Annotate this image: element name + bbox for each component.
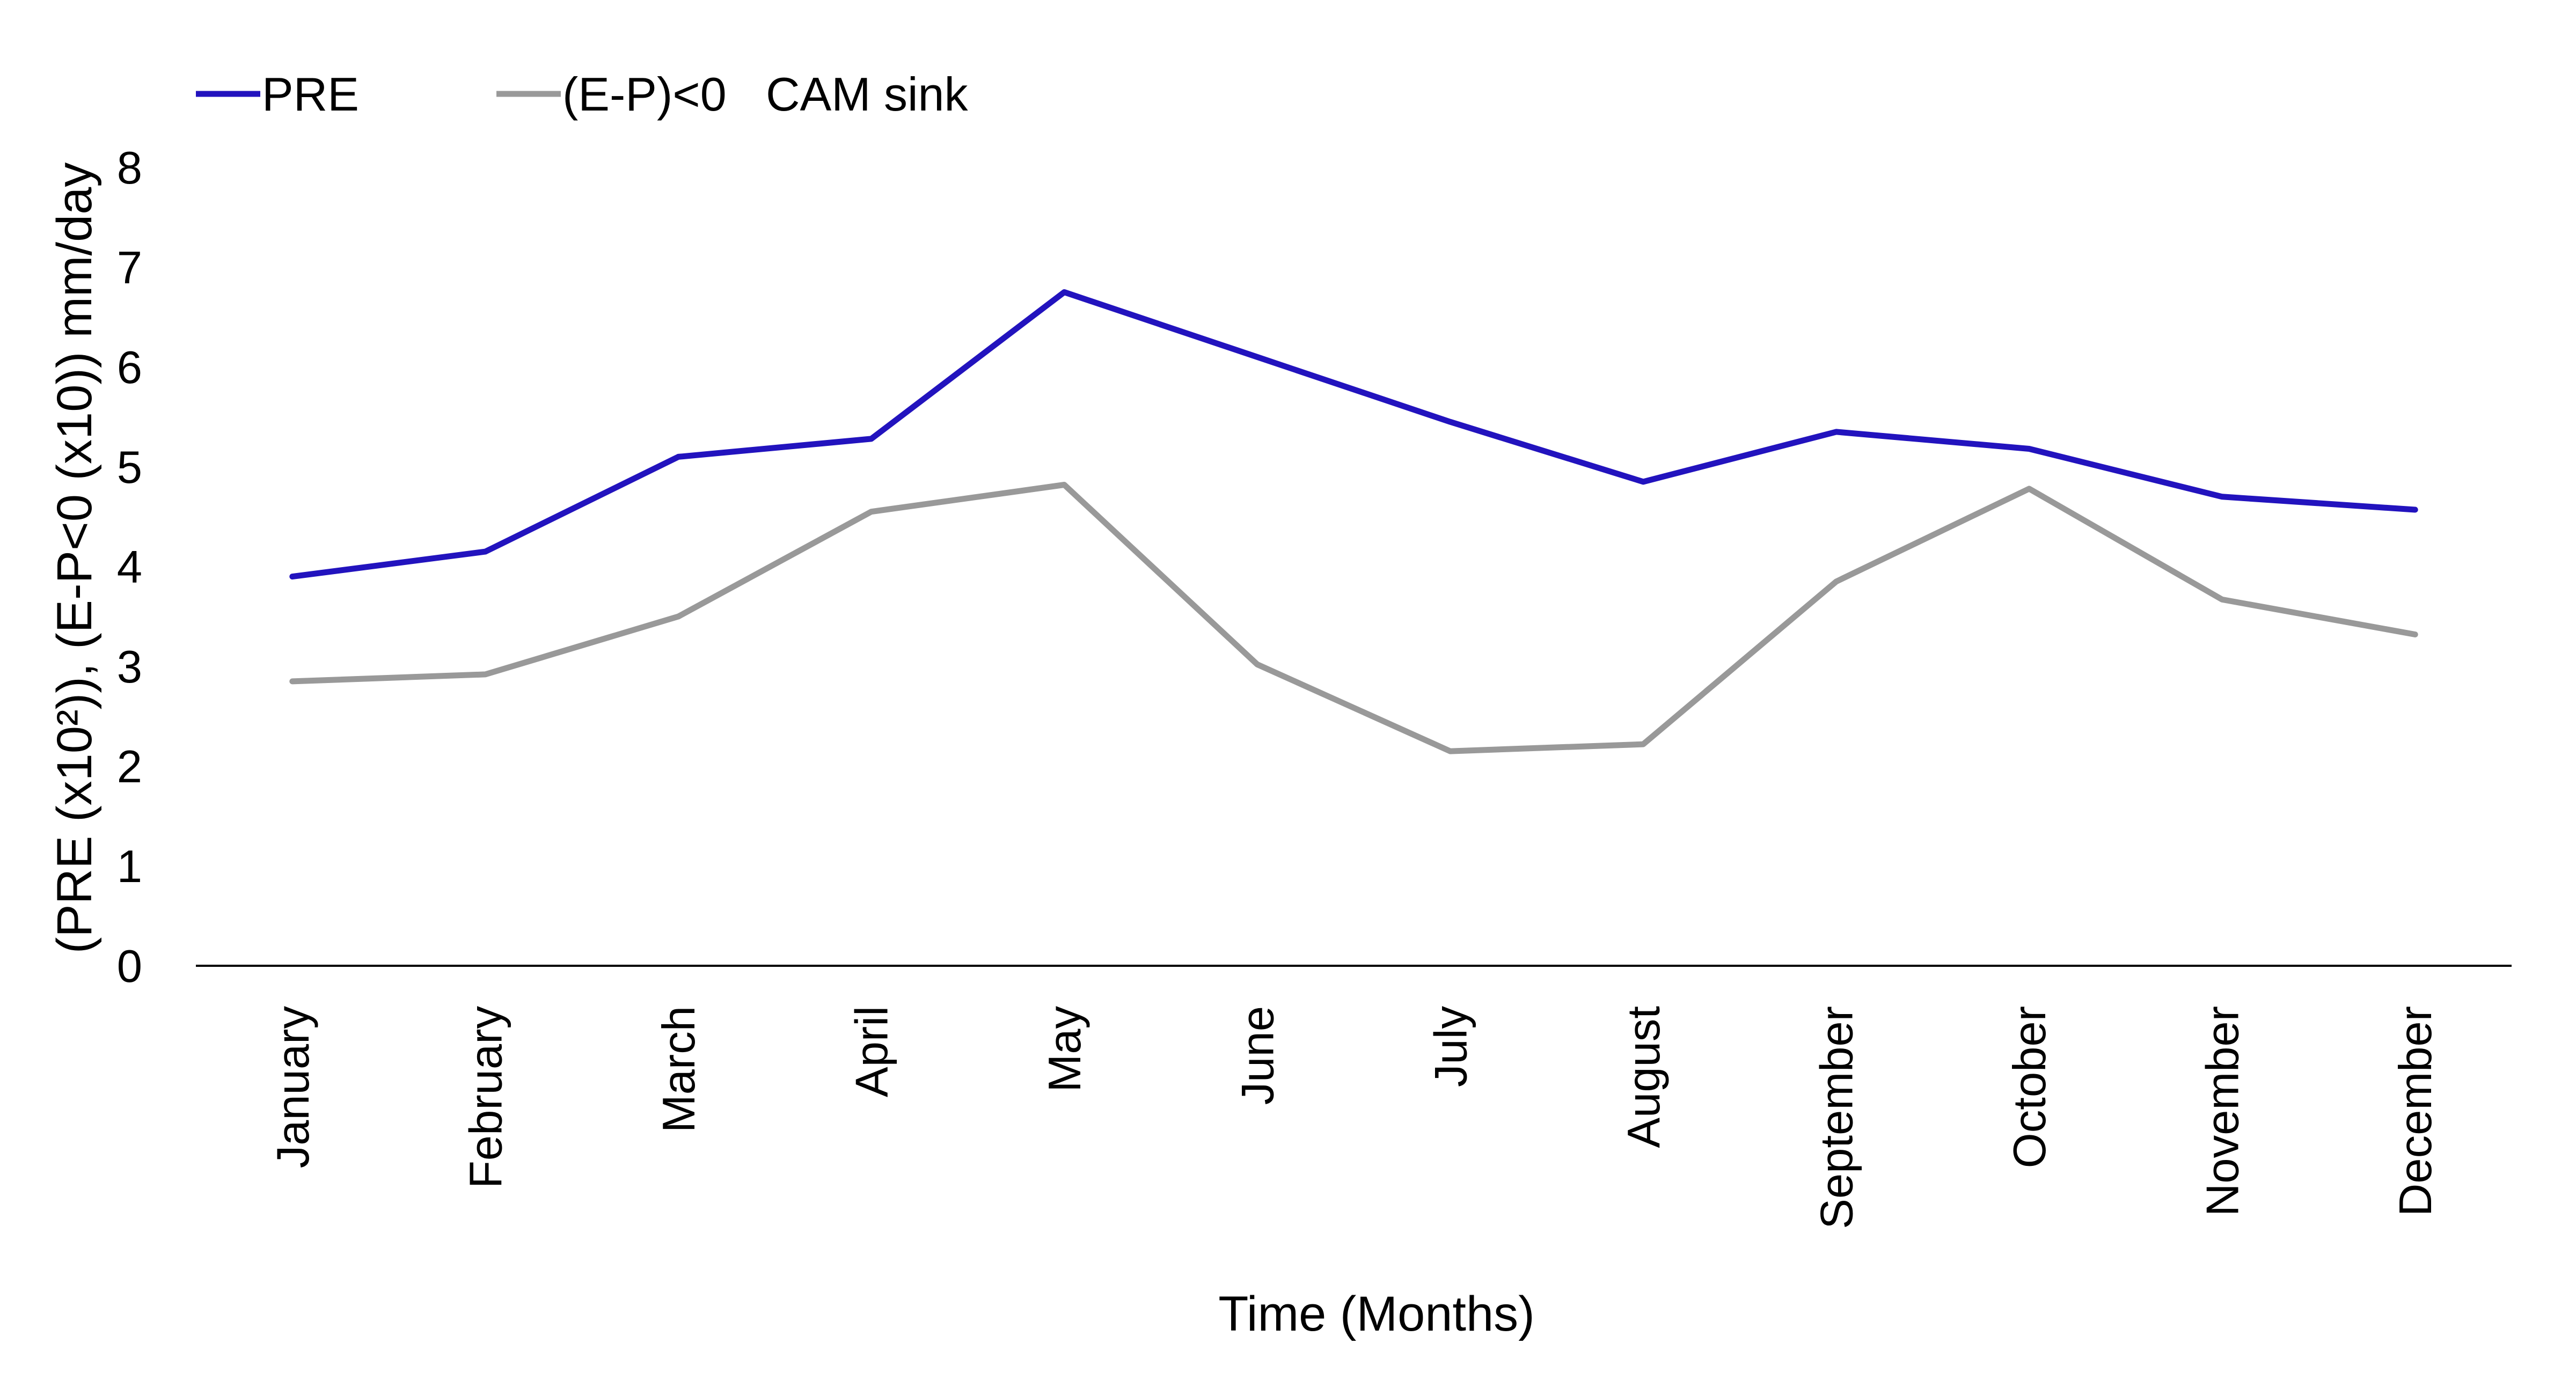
x-tick-label: December (2390, 1006, 2441, 1216)
y-tick-label: 7 (117, 243, 142, 293)
x-tick-label: March (654, 1006, 705, 1133)
x-tick-label: June (1233, 1006, 1284, 1105)
x-tick-label: January (268, 1006, 319, 1169)
x-tick-label: October (2004, 1006, 2055, 1168)
y-tick-label: 1 (117, 841, 142, 892)
y-tick-label: 2 (117, 741, 142, 792)
x-tick-label: February (460, 1006, 511, 1189)
x-tick-label: September (1811, 1006, 1862, 1229)
x-tick-label: November (2198, 1006, 2249, 1216)
y-tick-label: 3 (117, 642, 142, 693)
x-tick-labels: January February March April May June July Augu… (268, 1006, 2441, 1229)
y-tick-labels: 0 1 2 3 4 5 6 7 8 (117, 143, 142, 992)
y-axis-title: (PRE (x10²)), (E-P<0 (x10)) mm/day (47, 163, 102, 954)
y-tick-label: 4 (117, 542, 142, 593)
x-tick-label: May (1040, 1006, 1091, 1092)
x-tick-label: July (1425, 1006, 1476, 1088)
y-tick-label: 0 (117, 941, 142, 992)
x-axis-title: Time (Months) (1218, 1287, 1535, 1341)
series-lines (289, 289, 2418, 754)
y-tick-label: 5 (117, 442, 142, 493)
y-tick-label: 8 (117, 143, 142, 194)
legend-label-pre: PRE (262, 68, 359, 121)
legend-label-cam-sink: (E-P)<0 CAM sink (562, 68, 968, 121)
series-line-pre (289, 289, 2418, 580)
y-tick-label: 6 (117, 342, 142, 393)
legend: PRE (E-P)<0 CAM sink (196, 68, 968, 121)
x-tick-label: August (1619, 1006, 1670, 1148)
series-line-cam-sink (289, 482, 2418, 754)
x-tick-label: April (847, 1006, 898, 1097)
